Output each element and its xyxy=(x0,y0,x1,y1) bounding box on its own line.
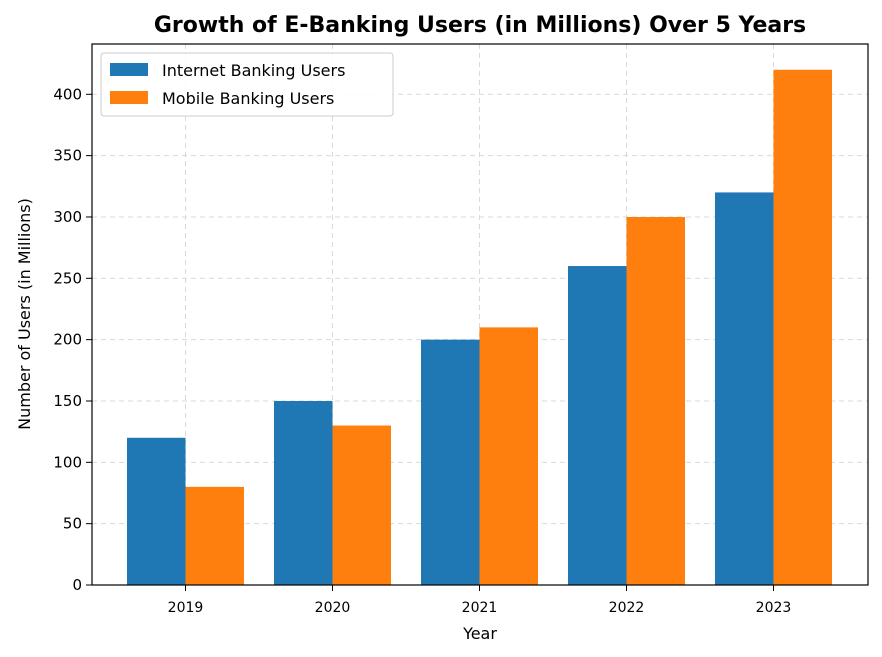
bar-mobile-2023 xyxy=(773,69,832,585)
y-axis-label: Number of Users (in Millions) xyxy=(15,198,34,430)
x-tick-label: 2022 xyxy=(609,600,645,616)
legend-label-mobile: Mobile Banking Users xyxy=(162,89,334,108)
y-tick-label: 0 xyxy=(72,576,82,594)
y-tick-label: 250 xyxy=(53,269,82,287)
legend: Internet Banking Users Mobile Banking Us… xyxy=(100,52,394,117)
x-tick-label: 2020 xyxy=(315,600,351,616)
y-tick-label: 50 xyxy=(63,515,82,533)
bar-mobile-2019 xyxy=(185,486,244,585)
y-axis: 0 50 100 150 200 250 300 350 400 xyxy=(53,85,92,594)
bar-internet-2022 xyxy=(568,266,627,585)
legend-box xyxy=(100,52,394,117)
legend-swatch-mobile xyxy=(110,91,148,104)
bar-internet-2019 xyxy=(127,437,186,585)
bar-mobile-2021 xyxy=(479,327,538,585)
x-axis-label: Year xyxy=(462,624,497,643)
legend-label-internet: Internet Banking Users xyxy=(162,61,345,80)
y-tick-label: 350 xyxy=(53,147,82,165)
y-tick-label: 100 xyxy=(53,453,82,471)
x-tick-label: 2023 xyxy=(756,600,792,616)
bar-internet-2021 xyxy=(421,339,480,585)
bar-internet-2023 xyxy=(715,192,774,586)
legend-swatch-internet xyxy=(110,63,148,76)
x-tick-label: 2021 xyxy=(462,600,498,616)
chart-title: Growth of E-Banking Users (in Millions) … xyxy=(154,13,806,38)
bar-mobile-2020 xyxy=(332,425,391,585)
y-tick-label: 200 xyxy=(53,331,82,349)
y-tick-label: 150 xyxy=(53,392,82,410)
bar-internet-2020 xyxy=(274,400,333,585)
bar-mobile-2022 xyxy=(626,216,685,586)
x-tick-label: 2019 xyxy=(168,600,204,616)
y-tick-label: 300 xyxy=(53,208,82,226)
bars xyxy=(127,69,832,586)
y-tick-label: 400 xyxy=(53,85,82,103)
x-axis: 2019 2020 2021 2022 2023 xyxy=(168,585,792,616)
